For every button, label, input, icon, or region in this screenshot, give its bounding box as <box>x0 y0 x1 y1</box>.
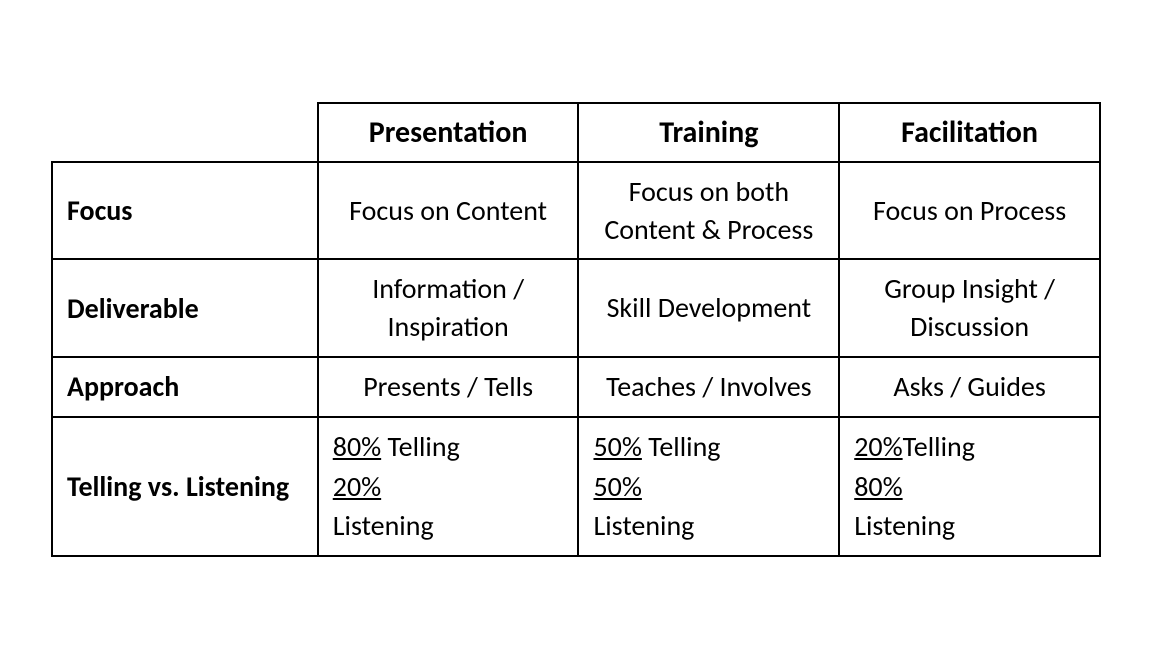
telling-line: 80% Telling <box>333 428 564 466</box>
telling-word: Telling <box>642 429 721 464</box>
table-row: Approach Presents / Tells Teaches / Invo… <box>52 357 1100 417</box>
listening-word: Listening <box>333 507 564 545</box>
cell-focus-presentation: Focus on Content <box>318 162 579 260</box>
telling-pct: 50% <box>593 429 641 464</box>
telling-pct: 20% <box>854 429 902 464</box>
telling-line: 50% Telling <box>593 428 824 466</box>
listening-line: 50% <box>593 468 824 506</box>
listening-word: Listening <box>854 507 1085 545</box>
cell-tl-training: 50% Telling 50% Listening <box>578 417 839 556</box>
listening-line: 20% <box>333 468 564 506</box>
listening-pct: 20% <box>333 469 381 504</box>
listening-word: Listening <box>593 507 824 545</box>
listening-line: 80% <box>854 468 1085 506</box>
corner-cell <box>52 103 318 162</box>
telling-line: 20%Telling <box>854 428 1085 466</box>
cell-deliverable-training: Skill Development <box>578 259 839 357</box>
row-focus-label: Focus <box>52 162 318 260</box>
cell-approach-training: Teaches / Involves <box>578 357 839 417</box>
row-telling-listening-label: Telling vs. Listening <box>52 417 318 556</box>
listening-pct: 50% <box>593 469 641 504</box>
table-row: Focus Focus on Content Focus on both Con… <box>52 162 1100 260</box>
col-facilitation: Facilitation <box>839 103 1100 162</box>
cell-focus-training: Focus on both Content & Process <box>578 162 839 260</box>
cell-tl-presentation: 80% Telling 20% Listening <box>318 417 579 556</box>
cell-tl-facilitation: 20%Telling 80% Listening <box>839 417 1100 556</box>
cell-approach-presentation: Presents / Tells <box>318 357 579 417</box>
cell-approach-facilitation: Asks / Guides <box>839 357 1100 417</box>
col-training: Training <box>578 103 839 162</box>
cell-deliverable-facilitation: Group Insight / Discussion <box>839 259 1100 357</box>
telling-word: Telling <box>381 429 460 464</box>
telling-pct: 80% <box>333 429 381 464</box>
table-row: Deliverable Information / Inspiration Sk… <box>52 259 1100 357</box>
listening-pct: 80% <box>854 469 902 504</box>
cell-deliverable-presentation: Information / Inspiration <box>318 259 579 357</box>
col-presentation: Presentation <box>318 103 579 162</box>
comparison-table-wrapper: Presentation Training Facilitation Focus… <box>51 102 1101 557</box>
table-row: Telling vs. Listening 80% Telling 20% Li… <box>52 417 1100 556</box>
cell-focus-facilitation: Focus on Process <box>839 162 1100 260</box>
row-deliverable-label: Deliverable <box>52 259 318 357</box>
comparison-table: Presentation Training Facilitation Focus… <box>51 102 1101 557</box>
table-header-row: Presentation Training Facilitation <box>52 103 1100 162</box>
telling-word: Telling <box>903 429 975 464</box>
row-approach-label: Approach <box>52 357 318 417</box>
